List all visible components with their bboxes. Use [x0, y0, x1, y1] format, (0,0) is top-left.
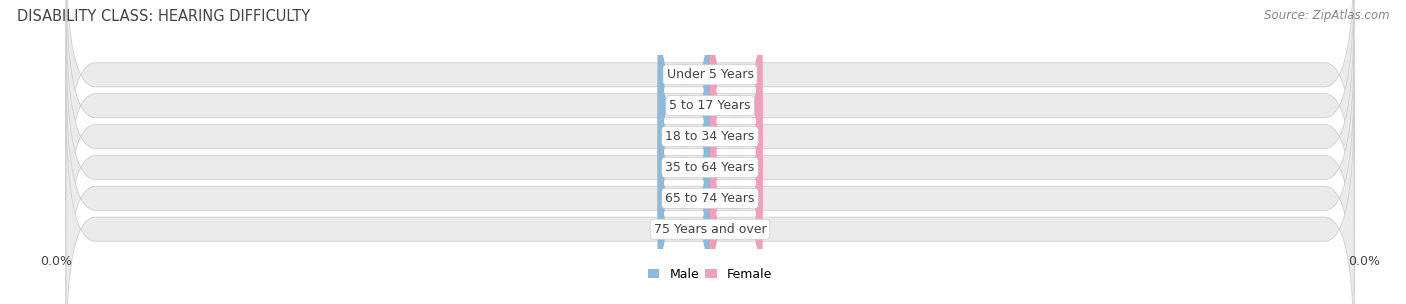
FancyBboxPatch shape [658, 39, 710, 234]
FancyBboxPatch shape [710, 39, 762, 234]
Text: 0.0%: 0.0% [668, 99, 700, 112]
Text: 0.0%: 0.0% [720, 161, 752, 174]
FancyBboxPatch shape [658, 70, 710, 265]
Text: 0.0%: 0.0% [720, 68, 752, 81]
Text: 0.0%: 0.0% [668, 192, 700, 205]
Text: 0.0%: 0.0% [720, 223, 752, 236]
Legend: Male, Female: Male, Female [643, 263, 778, 286]
FancyBboxPatch shape [710, 131, 762, 304]
Text: 75 Years and over: 75 Years and over [654, 223, 766, 236]
Text: 0.0%: 0.0% [668, 161, 700, 174]
FancyBboxPatch shape [66, 0, 1354, 202]
FancyBboxPatch shape [710, 8, 762, 204]
FancyBboxPatch shape [710, 100, 762, 296]
FancyBboxPatch shape [658, 100, 710, 296]
FancyBboxPatch shape [66, 102, 1354, 304]
Text: 0.0%: 0.0% [720, 192, 752, 205]
FancyBboxPatch shape [658, 0, 710, 173]
FancyBboxPatch shape [66, 40, 1354, 294]
Text: 0.0%: 0.0% [720, 99, 752, 112]
Text: 0.0%: 0.0% [668, 68, 700, 81]
Text: 65 to 74 Years: 65 to 74 Years [665, 192, 755, 205]
FancyBboxPatch shape [66, 71, 1354, 304]
FancyBboxPatch shape [658, 8, 710, 204]
Text: Under 5 Years: Under 5 Years [666, 68, 754, 81]
Text: 35 to 64 Years: 35 to 64 Years [665, 161, 755, 174]
Text: 0.0%: 0.0% [668, 223, 700, 236]
FancyBboxPatch shape [658, 131, 710, 304]
FancyBboxPatch shape [710, 70, 762, 265]
FancyBboxPatch shape [66, 10, 1354, 264]
Text: 5 to 17 Years: 5 to 17 Years [669, 99, 751, 112]
Text: 0.0%: 0.0% [720, 130, 752, 143]
Text: 18 to 34 Years: 18 to 34 Years [665, 130, 755, 143]
FancyBboxPatch shape [66, 0, 1354, 233]
Text: 0.0%: 0.0% [668, 130, 700, 143]
Text: Source: ZipAtlas.com: Source: ZipAtlas.com [1264, 9, 1389, 22]
FancyBboxPatch shape [710, 0, 762, 173]
Text: DISABILITY CLASS: HEARING DIFFICULTY: DISABILITY CLASS: HEARING DIFFICULTY [17, 9, 311, 24]
